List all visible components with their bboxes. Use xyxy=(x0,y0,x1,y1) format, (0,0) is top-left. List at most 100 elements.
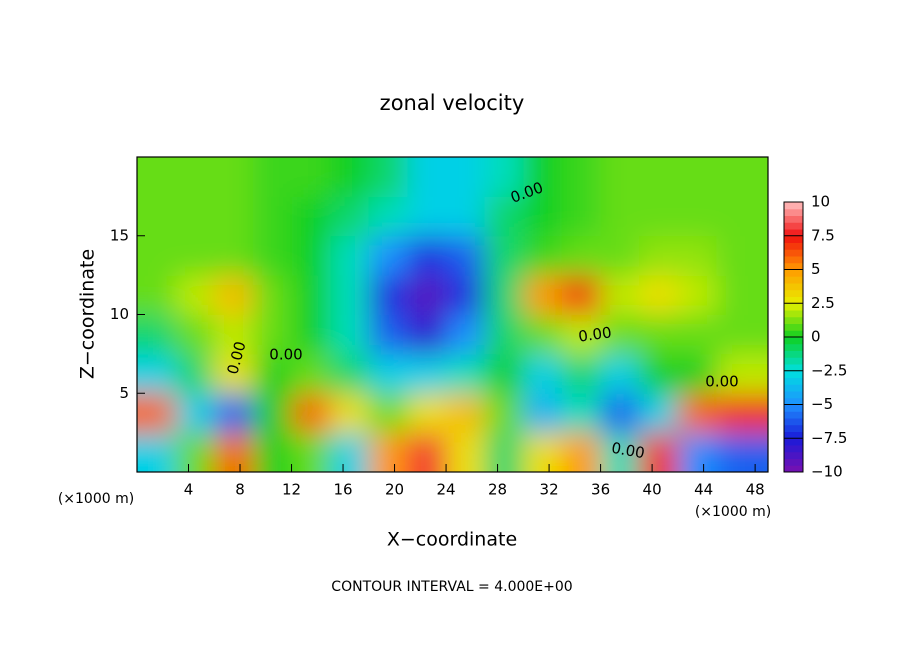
field-cell xyxy=(368,157,408,197)
field-cell xyxy=(523,196,563,237)
field-cell xyxy=(677,393,717,434)
field-cell xyxy=(137,157,177,197)
colorbar-swatch xyxy=(784,384,803,392)
field-cell xyxy=(407,235,447,276)
footer: CONTOUR INTERVAL = 4.000E+00 xyxy=(331,579,572,595)
field-cell xyxy=(175,393,215,434)
field xyxy=(137,157,768,472)
colorbar-tick-label: 2.5 xyxy=(811,294,835,312)
colorbar-swatch xyxy=(784,343,803,351)
colorbar-swatch xyxy=(784,391,803,399)
field-cell xyxy=(716,393,768,434)
field-cell xyxy=(523,432,563,472)
field-cell xyxy=(600,196,640,237)
field-cell xyxy=(716,275,768,315)
field-cell xyxy=(330,275,370,315)
field-cell xyxy=(446,353,486,394)
field-cell xyxy=(523,353,563,394)
colorbar-swatch xyxy=(784,451,803,459)
colorbar-swatch xyxy=(784,256,803,264)
field-cell xyxy=(716,432,768,472)
field-cell xyxy=(252,314,293,355)
field-cell xyxy=(407,196,447,237)
field-cell xyxy=(677,432,717,472)
colorbar-tick-label: −2.5 xyxy=(811,361,847,379)
colorbar-swatch xyxy=(784,323,803,331)
field-cell xyxy=(407,353,447,394)
colorbar-swatch xyxy=(784,397,803,405)
field-cell xyxy=(175,432,215,472)
contour-label: 0.00 xyxy=(577,323,613,345)
field-cell xyxy=(523,275,563,315)
field-cell xyxy=(330,235,370,276)
colorbar-tick-label: 0 xyxy=(811,328,821,346)
field-cell xyxy=(137,235,177,276)
field-cell xyxy=(175,196,215,237)
field-cell xyxy=(523,235,563,276)
colorbar-swatch xyxy=(784,337,803,345)
colorbar-swatch xyxy=(784,418,803,426)
field-cell xyxy=(561,432,602,472)
field-cell xyxy=(484,196,524,237)
field-cell xyxy=(137,314,177,355)
colorbar-swatch xyxy=(784,424,803,432)
colorbar-tick-label: 7.5 xyxy=(811,226,835,244)
field-cell xyxy=(446,393,486,434)
field-cell xyxy=(252,432,293,472)
field-cell xyxy=(600,432,640,472)
field-cell xyxy=(446,157,486,197)
field-cell xyxy=(600,157,640,197)
colorbar-swatch xyxy=(784,431,803,439)
y-tick-label: 15 xyxy=(110,226,129,244)
field-cell xyxy=(291,275,331,315)
field-cell xyxy=(214,235,254,276)
field-cell xyxy=(137,196,177,237)
field-cell xyxy=(330,393,370,434)
x-tick-label: 4 xyxy=(184,481,194,499)
field-cell xyxy=(484,314,524,355)
x-axis-label: X−coordinate xyxy=(387,529,517,551)
colorbar-tick-label: −5 xyxy=(811,395,833,413)
colorbar-swatch xyxy=(784,229,803,237)
field-cell xyxy=(407,275,447,315)
field-cell xyxy=(368,275,408,315)
field-cell xyxy=(175,235,215,276)
colorbar-swatch xyxy=(784,222,803,230)
field-cell xyxy=(291,353,331,394)
chart-title: zonal velocity xyxy=(380,91,525,115)
field-cell xyxy=(252,235,293,276)
colorbar-swatch xyxy=(784,458,803,466)
field-cell xyxy=(639,393,679,434)
field-cell xyxy=(561,275,602,315)
field-cell xyxy=(214,196,254,237)
colorbar-tick-label: 10 xyxy=(811,193,830,211)
colorbar-swatch xyxy=(784,283,803,291)
field-cell xyxy=(561,393,602,434)
y-tick-label: 5 xyxy=(119,384,129,402)
field-cell xyxy=(252,353,293,394)
field-cell xyxy=(407,393,447,434)
colorbar-swatch xyxy=(784,411,803,419)
field-cell xyxy=(291,393,331,434)
field-cell xyxy=(137,275,177,315)
x-tick-label: 44 xyxy=(694,481,713,499)
field-cell xyxy=(561,196,602,237)
field-cell xyxy=(639,235,679,276)
field-cell xyxy=(639,157,679,197)
colorbar-swatch xyxy=(784,310,803,318)
field-cell xyxy=(600,314,640,355)
field-cell xyxy=(330,432,370,472)
field-cell xyxy=(446,314,486,355)
field-cell xyxy=(291,432,331,472)
colorbar-swatch xyxy=(784,350,803,358)
colorbar-tick-label: −7.5 xyxy=(811,429,847,447)
field-cell xyxy=(252,393,293,434)
field-cell xyxy=(214,432,254,472)
field-cell xyxy=(716,353,768,394)
field-cell xyxy=(368,353,408,394)
colorbar-swatch xyxy=(784,330,803,338)
field-cell xyxy=(484,157,524,197)
field-cell xyxy=(214,314,254,355)
field-cell xyxy=(639,275,679,315)
